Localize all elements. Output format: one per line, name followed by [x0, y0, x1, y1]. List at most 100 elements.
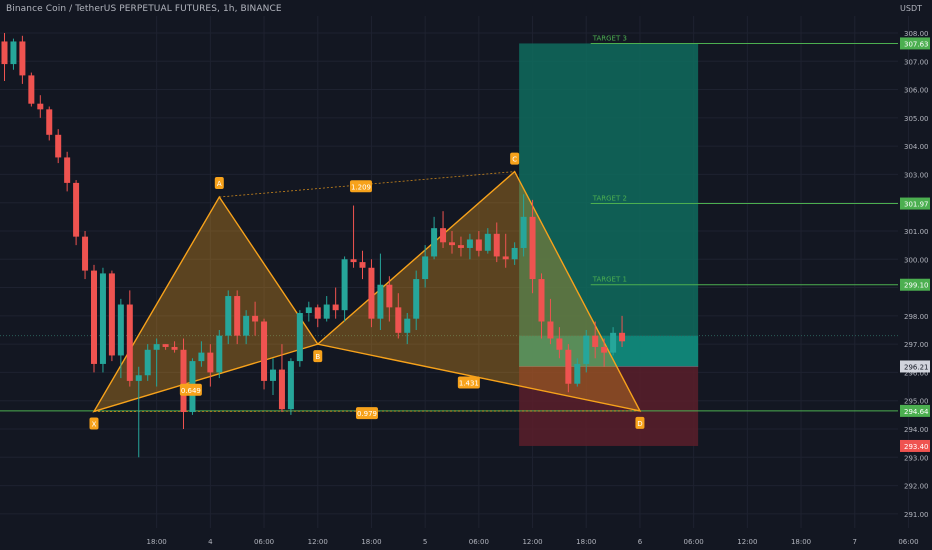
candle-body [144, 349, 151, 376]
candle-body [270, 369, 276, 381]
position-zones: TARGET 1 TARGET 2 TARGET 3 [0, 34, 898, 446]
candle [108, 270, 115, 362]
ratio-label-1: 0.649 [179, 383, 202, 396]
ratio-line-xb [93, 343, 318, 412]
price-tick-label: 306.00 [904, 87, 929, 95]
point-d-label-text: D [637, 420, 642, 428]
candle [171, 341, 178, 353]
candle-body [99, 273, 106, 364]
candle [520, 194, 527, 257]
candle-body [296, 313, 303, 362]
candle [64, 151, 71, 192]
price-tick-label: 295.00 [904, 398, 929, 406]
time-tick-label: 06:00 [898, 538, 918, 546]
candle-body [422, 256, 429, 280]
candle-body [368, 267, 375, 319]
price-tick-label: 307.00 [904, 58, 929, 66]
ratio-label-3-text: 1.431 [459, 380, 479, 388]
candle-body [574, 363, 581, 384]
candle [82, 230, 89, 280]
candle-body [556, 338, 563, 350]
time-tick-label: 18:00 [576, 538, 596, 546]
candle [261, 318, 268, 390]
time-tick-label: 5 [423, 538, 427, 546]
target-price-tag-2: 301.97 [900, 197, 930, 210]
candle [386, 276, 393, 322]
candles [1, 32, 626, 458]
candle [117, 298, 124, 379]
target-price-tag-3-bg [900, 37, 930, 50]
candle [332, 287, 339, 319]
time-tick-label: 18:00 [147, 538, 167, 546]
candle-body [359, 262, 366, 268]
candle [511, 242, 518, 265]
price-tick-label: 293.00 [904, 454, 929, 462]
point-x-label: X [89, 417, 99, 430]
target-price-tag-1-text: 299.10 [904, 282, 929, 290]
candle [216, 329, 223, 379]
time-tick-label: 6 [638, 538, 643, 546]
candle [207, 344, 214, 387]
candle [46, 106, 53, 141]
point-d-label-bg [635, 416, 645, 429]
candle-body [314, 307, 321, 319]
candle [225, 290, 232, 345]
candle [529, 199, 536, 294]
candle-body [404, 318, 411, 333]
price-tick-label: 301.00 [904, 228, 929, 236]
candle-body [538, 279, 545, 322]
time-axis: 18:00 4 06:00 12:00 18:00 5 06:00 12:00 18:00 6 06… [147, 538, 919, 546]
candle-body [493, 233, 500, 257]
candle [252, 301, 259, 336]
candle [73, 180, 80, 246]
point-x-label-bg [89, 417, 99, 430]
candle [404, 313, 411, 345]
stop-price-tag-bg [900, 439, 930, 452]
candle [395, 293, 402, 339]
pattern-annotations: X A B C D 0.649 1.209 1.431 0.979 [89, 152, 645, 430]
candle-body [457, 245, 464, 248]
candle [144, 344, 151, 381]
candle [592, 321, 599, 359]
candle [287, 358, 294, 415]
point-a-label-bg [214, 177, 224, 190]
entry-price-tag: 296.21 [900, 360, 930, 373]
candle [538, 273, 545, 339]
time-tick-label: 12:00 [737, 538, 757, 546]
candle [475, 230, 482, 257]
candle [234, 290, 241, 345]
time-tick-label: 06:00 [684, 538, 704, 546]
candle-body [73, 182, 80, 237]
candle-body [162, 344, 169, 347]
candle [314, 304, 321, 328]
candle-body [243, 315, 250, 336]
target-price-tag-3-text: 307.63 [904, 40, 929, 48]
candle-body [413, 279, 420, 319]
candle [37, 95, 44, 118]
ratio-label-1-text: 0.649 [181, 387, 201, 395]
candle-body [37, 103, 44, 110]
candle [619, 315, 626, 347]
candle-body [395, 307, 402, 333]
candle-body [449, 242, 455, 246]
target-price-tag-2-bg [900, 197, 930, 210]
loss-zone [519, 366, 699, 446]
candle [359, 250, 366, 280]
candle [422, 245, 429, 288]
candle-body [126, 304, 133, 381]
candle-body [377, 284, 384, 319]
candle-body [323, 304, 330, 319]
price-tick-label: 297.00 [904, 341, 929, 349]
candle-body [10, 41, 17, 65]
candle [377, 253, 384, 330]
candle-body [261, 321, 268, 381]
support-price-tag: 294.64 [900, 404, 930, 417]
ratio-label-3-bg [457, 376, 480, 389]
point-b-label: B [313, 350, 323, 363]
candle-body [46, 109, 53, 135]
candle [1, 32, 8, 82]
candle-body [350, 259, 357, 263]
candle [91, 264, 97, 373]
candle [99, 267, 106, 373]
